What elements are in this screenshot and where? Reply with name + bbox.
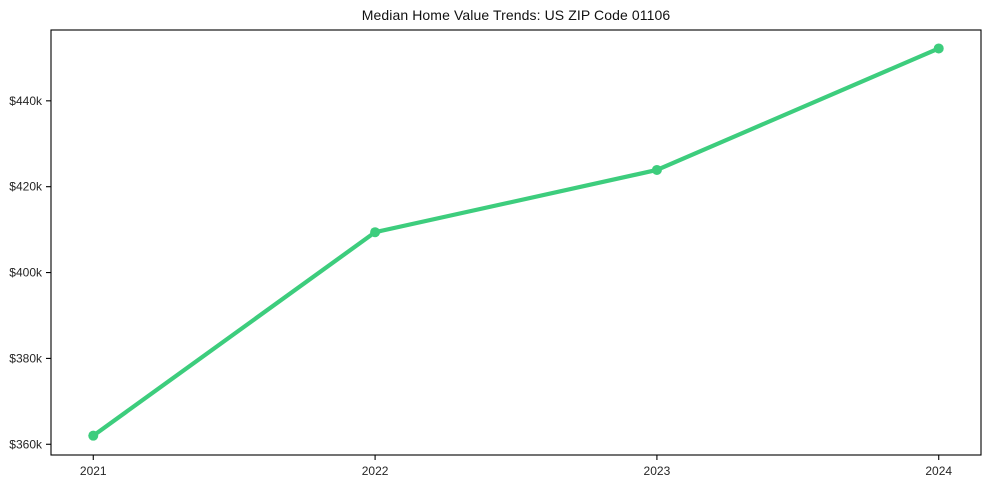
y-axis-tick-label: $400k	[9, 266, 43, 280]
x-axis-tick-label: 2022	[362, 464, 389, 478]
x-axis-tick-label: 2021	[80, 464, 107, 478]
y-axis-tick-label: $440k	[9, 94, 43, 108]
data-point-2021	[88, 430, 99, 441]
data-point-2023	[651, 164, 662, 175]
y-axis-tick-label: $360k	[9, 437, 43, 451]
chart-title: Median Home Value Trends: US ZIP Code 01…	[361, 7, 671, 23]
y-axis-tick-label: $420k	[9, 180, 43, 194]
y-axis-tick-label: $380k	[9, 351, 43, 365]
data-point-2022	[370, 227, 381, 238]
x-axis-tick-label: 2023	[644, 464, 671, 478]
data-point-2024	[933, 43, 944, 54]
trend-line	[91, 46, 941, 438]
plot-border	[50, 29, 982, 456]
x-axis-tick-label: 2024	[925, 464, 952, 478]
